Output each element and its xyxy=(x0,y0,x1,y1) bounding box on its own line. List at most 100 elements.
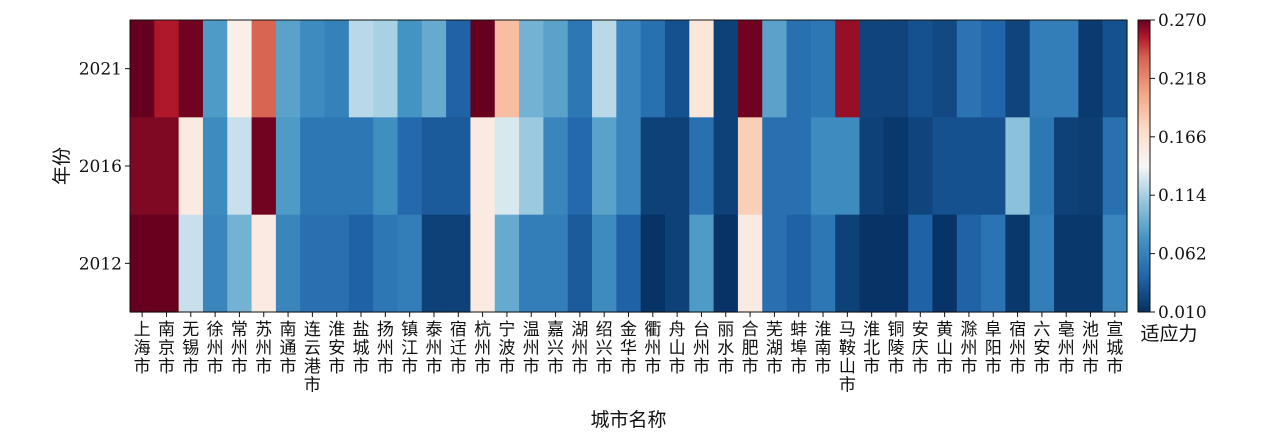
heatmap-cell xyxy=(932,214,958,313)
colorbar-tick-label: 0.010 xyxy=(1158,303,1207,323)
x-tick-label: 杭州市 xyxy=(474,320,491,377)
heatmap-cell xyxy=(859,117,885,216)
heatmap-cell xyxy=(1005,214,1031,313)
x-tick-label: 常州市 xyxy=(231,320,248,377)
x-tick-label: 舟山市 xyxy=(669,320,686,377)
heatmap-cell xyxy=(786,117,812,216)
heatmap-cell xyxy=(981,117,1007,216)
heatmap-cell xyxy=(202,20,228,118)
x-tick-label: 绍兴市 xyxy=(596,320,613,377)
heatmap-cell xyxy=(446,117,472,216)
heatmap-cell xyxy=(130,117,155,216)
heatmap-cell xyxy=(567,117,593,216)
heatmap-cell xyxy=(397,20,423,118)
x-tick-label: 镇江市 xyxy=(401,320,418,377)
heatmap-cell xyxy=(640,214,666,313)
heatmap-cell xyxy=(324,20,350,118)
heatmap-cell xyxy=(446,214,472,313)
heatmap-cell xyxy=(883,214,909,313)
colorbar-ticks: 0.270 0.218 0.166 0.114 0.062 0.010 xyxy=(1150,11,1207,323)
heatmap-cell xyxy=(348,20,374,118)
heatmap-cell xyxy=(227,20,253,118)
heatmap-cell xyxy=(324,214,350,313)
x-tick-label: 泰州市 xyxy=(425,320,442,377)
heatmap-cell xyxy=(835,117,861,216)
heatmap-cell xyxy=(1078,214,1104,313)
heatmap-cell xyxy=(762,214,788,313)
heatmap-cell xyxy=(543,117,569,216)
x-tick-label: 宁波市 xyxy=(498,320,515,377)
heatmap-cell xyxy=(810,20,836,118)
heatmap-cell xyxy=(713,20,739,118)
x-tick-label: 湖州市 xyxy=(571,320,588,377)
heatmap-cell xyxy=(251,117,277,216)
heatmap-cell xyxy=(1005,117,1031,216)
heatmap-cell xyxy=(859,20,885,118)
x-tick-label: 黄山市 xyxy=(936,320,953,377)
x-tick-label: 淮北市 xyxy=(863,320,880,377)
x-tick-label: 滁州市 xyxy=(960,320,977,377)
heatmap-cell xyxy=(470,117,496,216)
heatmap-cell xyxy=(640,20,666,118)
x-tick-label: 阜阳市 xyxy=(985,320,1002,377)
x-tick-label: 上海市 xyxy=(134,320,151,377)
heatmap-cell xyxy=(737,117,763,216)
heatmap-cell xyxy=(519,117,544,216)
heatmap-cell xyxy=(664,214,690,313)
heatmap-cell xyxy=(762,117,788,216)
heatmap-cell xyxy=(421,214,447,313)
heatmap-cell xyxy=(810,214,836,313)
heatmap-cell xyxy=(154,20,180,118)
heatmap-cell xyxy=(981,20,1007,118)
heatmap-cell xyxy=(300,117,326,216)
heatmap-cell xyxy=(519,214,544,313)
heatmap-cell xyxy=(348,214,374,313)
heatmap-cell xyxy=(737,214,763,313)
x-tick-label: 衢州市 xyxy=(644,319,661,377)
heatmap-cell xyxy=(956,20,982,118)
x-tick-label: 六安市 xyxy=(1033,320,1050,377)
heatmap-cell xyxy=(446,20,472,118)
heatmap-cell xyxy=(713,117,739,216)
heatmap-cell xyxy=(664,117,690,216)
heatmap-cell xyxy=(567,20,593,118)
x-axis-title: 城市名称 xyxy=(590,409,666,431)
heatmap-cell xyxy=(689,214,715,313)
heatmap-cell xyxy=(470,20,496,118)
heatmap-cell xyxy=(956,117,982,216)
heatmap-cell xyxy=(1054,20,1079,118)
x-tick-label: 徐州市 xyxy=(207,320,224,377)
x-tick-label: 合肥市 xyxy=(742,320,759,377)
y-tick-label: 2016 xyxy=(79,157,122,177)
heatmap-cell xyxy=(1102,20,1128,118)
x-tick-label: 宿州市 xyxy=(1009,320,1026,377)
heatmap-cell xyxy=(494,117,520,216)
colorbar xyxy=(1137,19,1151,313)
heatmap-cell xyxy=(1054,117,1079,216)
heatmap-cell xyxy=(981,214,1007,313)
x-tick-label: 安庆市 xyxy=(912,320,929,377)
heatmap-cell xyxy=(786,214,812,313)
heatmap-cell xyxy=(713,214,739,313)
heatmap-cell xyxy=(1029,214,1055,313)
x-tick-label: 铜陵市 xyxy=(887,320,904,377)
heatmap-cell xyxy=(227,214,253,313)
heatmap-cell xyxy=(275,214,301,313)
heatmap-cell xyxy=(835,214,861,313)
x-tick-label: 南京市 xyxy=(158,320,175,377)
heatmap-cell xyxy=(616,214,642,313)
heatmap-cell xyxy=(932,117,958,216)
heatmap-cell xyxy=(1102,117,1128,216)
heatmap-cell xyxy=(932,20,958,118)
heatmap-cell xyxy=(178,20,204,118)
x-tick-label: 淮南市 xyxy=(815,320,832,377)
heatmap-cell xyxy=(251,20,277,118)
heatmap-cell xyxy=(275,20,301,118)
heatmap-cell xyxy=(397,214,423,313)
heatmap-cell xyxy=(664,20,690,118)
heatmap-cell xyxy=(348,117,374,216)
heatmap-cell xyxy=(300,20,326,118)
heatmap-cell xyxy=(640,117,666,216)
heatmap-cell xyxy=(1078,117,1104,216)
